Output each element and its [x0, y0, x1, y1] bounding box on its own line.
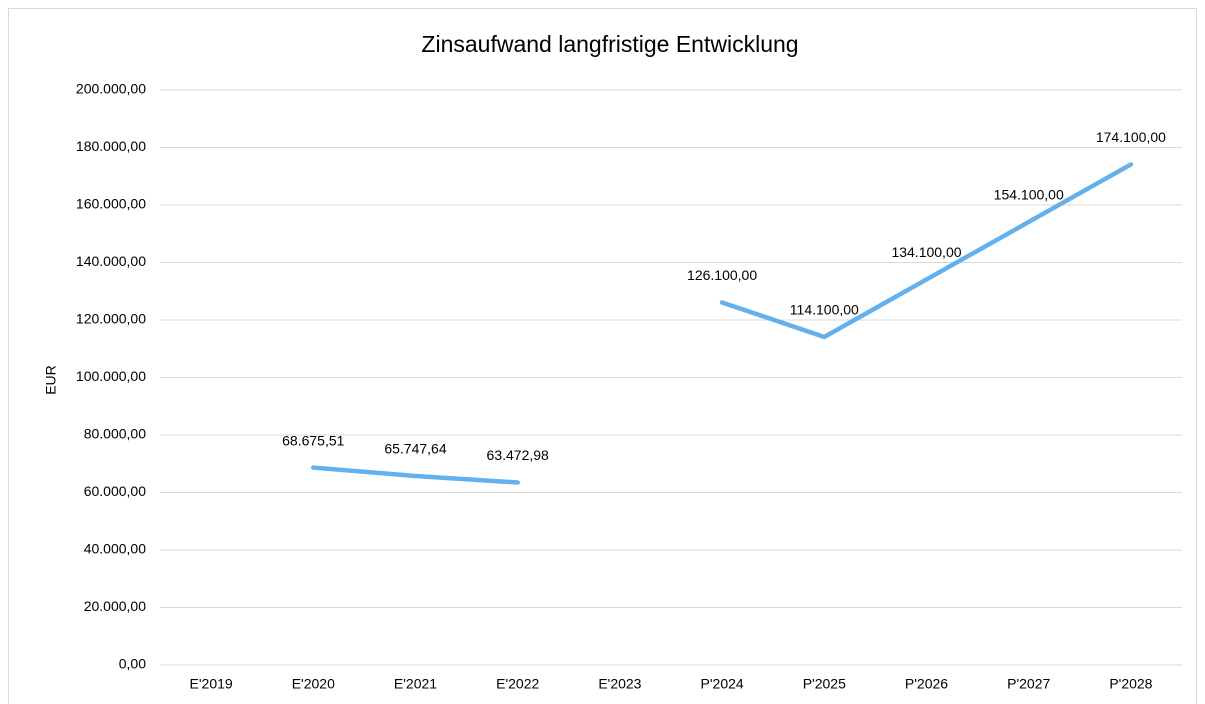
y-tick-label: 80.000,00 [84, 426, 146, 442]
data-label: 63.472,98 [487, 447, 549, 463]
data-label: 114.100,00 [790, 302, 859, 318]
y-tick-label: 200.000,00 [76, 81, 146, 97]
x-tick-label: P'2025 [803, 676, 846, 692]
x-tick-label: E'2023 [598, 676, 641, 692]
x-tick-label: E'2021 [394, 676, 437, 692]
chart-title: Zinsaufwand langfristige Entwicklung [421, 31, 798, 57]
data-label: 134.100,00 [891, 244, 961, 260]
data-label: 65.747,64 [384, 441, 446, 457]
y-tick-label: 20.000,00 [84, 598, 146, 614]
data-label: 126.100,00 [687, 267, 757, 283]
line-series [311, 162, 1134, 485]
y-axis-label: EUR [43, 365, 59, 395]
x-tick-label: E'2019 [190, 676, 233, 692]
x-tick-label: P'2028 [1109, 676, 1152, 692]
y-tick-label: 160.000,00 [76, 196, 146, 212]
chart-border [8, 8, 1197, 704]
y-tick-label: 40.000,00 [84, 541, 146, 557]
x-tick-label: E'2022 [496, 676, 539, 692]
x-tick-label: E'2020 [292, 676, 335, 692]
y-tick-label: 140.000,00 [76, 253, 146, 269]
y-tick-label: 0,00 [119, 656, 146, 672]
x-tick-label: P'2024 [701, 676, 744, 692]
data-label: 174.100,00 [1096, 129, 1166, 145]
data-label: 154.100,00 [994, 187, 1064, 203]
y-tick-label: 100.000,00 [76, 368, 146, 384]
y-tick-label: 180.000,00 [76, 138, 146, 154]
x-tick-label: P'2026 [905, 676, 948, 692]
x-tick-label: P'2027 [1007, 676, 1050, 692]
y-tick-label: 120.000,00 [76, 311, 146, 327]
y-tick-label: 60.000,00 [84, 483, 146, 499]
data-label: 68.675,51 [282, 432, 344, 448]
